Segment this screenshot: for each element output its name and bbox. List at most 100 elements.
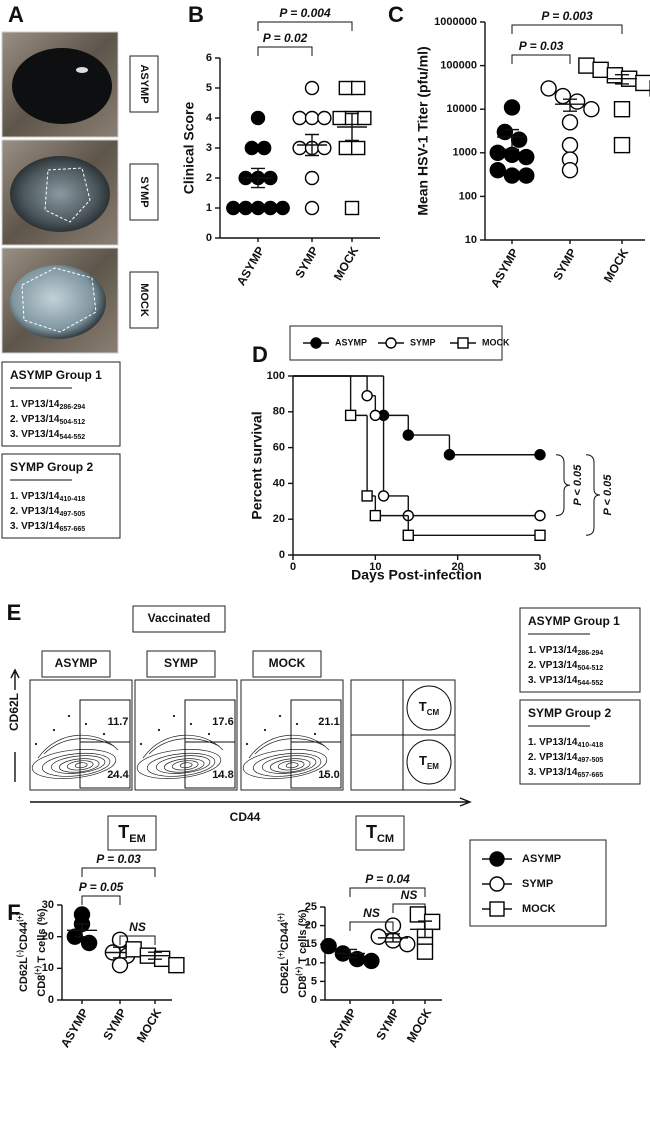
x-tick-label: ASYMP [58,1006,91,1050]
y-tick-label: 40 [273,477,285,489]
x-tick-label: ASYMP [488,246,521,290]
text-part: 1. VP13/14 [528,737,578,748]
data-point [320,937,337,955]
group-box [1,453,121,539]
data-point [583,100,600,118]
significance-label: P < 0.05 [602,474,614,516]
gate [79,699,131,789]
gate-label: TEM [419,753,439,770]
data-point [540,80,557,97]
legend-label: MOCK [522,903,556,915]
data-point [568,93,586,110]
rich-text: CD62L(+)CD44(+) [277,912,291,993]
group-box [519,607,641,693]
significance-bracket [257,46,313,56]
y-tick-label: 1 [206,202,212,214]
sample-box [146,650,216,678]
epitope: 2. VP13/14504-512 [10,414,85,427]
y-axis-title: Mean HSV-1 Titer (pfu/ml) [415,46,431,215]
y-axis-title: Percent survival [249,411,265,519]
text-part: EM [129,833,146,845]
legend-label: SYMP [522,878,553,890]
data-point [399,936,416,953]
text-part: T [419,753,427,768]
group-title: SYMP Group 2 [10,460,93,474]
text-part: 286-294 [59,404,85,411]
significance-label: NS [129,920,146,934]
data-point [489,161,506,179]
data-point [238,200,253,216]
epitope: 1. VP13/14410-418 [10,491,85,504]
brace [585,454,601,536]
text-part: T cells (%) [36,908,48,966]
label-box [129,271,159,329]
text-part: 657-665 [59,526,85,533]
data-point [111,956,129,974]
text-part: 497-505 [59,511,85,518]
significance-bracket [119,935,156,945]
text-part: 3. VP13/14 [10,521,60,532]
x-tick-label: 0 [290,561,296,573]
x-axis-title: Days Post-infection [351,567,482,583]
survival-point [443,449,456,461]
significance-bracket [511,54,571,64]
epitope: 3. VP13/14544-552 [10,429,85,442]
y-tick-label: 20 [42,931,54,943]
gate-circle [406,685,452,731]
panel-letter: E [7,600,22,625]
text-part: 3. VP13/14 [528,767,578,778]
text-part: 3. VP13/14 [528,675,578,686]
gate-label: TCM [419,699,440,716]
condition-box [132,605,226,633]
eye-label: MOCK [138,283,150,317]
x-tick-label: 10 [369,561,381,573]
text-part: CM [427,708,440,717]
data-point [409,906,427,923]
epitope: 2. VP13/14497-505 [10,506,85,519]
gate-circle [406,739,452,785]
data-point [503,167,521,184]
significance-bracket [349,921,394,931]
legend-marker [489,851,505,867]
y-tick-label: 100 [459,190,477,202]
text-part: (+) [16,912,24,922]
text-part: CD62L [18,957,30,992]
data-point [250,110,266,126]
group-box [519,699,641,785]
group-title: ASYMP Group 1 [10,368,102,382]
title-box [355,815,405,851]
text-part: 1. VP13/14 [10,491,60,502]
data-point [292,110,307,126]
y-tick-label: 5 [311,975,317,987]
panel-letter: D [252,342,268,367]
text-part: CD8 [297,976,309,998]
sample-label: SYMP [164,656,198,670]
survival-point [369,409,382,422]
error-bar [563,98,577,112]
y-tick-label: 100000 [440,60,477,72]
chart-title: TEM [118,822,146,845]
text-part: 3. VP13/14 [10,429,60,440]
error-bar [615,73,629,85]
data-point [338,140,354,156]
significance-label: P = 0.05 [79,880,124,894]
y-tick-label: 10 [305,957,317,969]
text-part: 410-418 [59,496,85,503]
data-point [250,200,266,216]
y-tick-label: 100 [267,370,285,382]
error-bar [251,167,265,189]
y-tick-label: 60 [273,442,285,454]
text-part: T [419,699,427,714]
error-bar [343,948,357,959]
significance-label: P < 0.05 [572,464,584,506]
error-bar [75,923,89,938]
error-bar [386,933,400,943]
upper-gate-value: 21.1 [318,716,339,728]
data-point [423,913,441,931]
text-part: 2. VP13/14 [528,660,578,671]
data-point [244,140,260,156]
significance-label: P = 0.004 [279,6,331,20]
significance-bracket [349,887,426,897]
y-tick-label: 6 [206,52,212,64]
